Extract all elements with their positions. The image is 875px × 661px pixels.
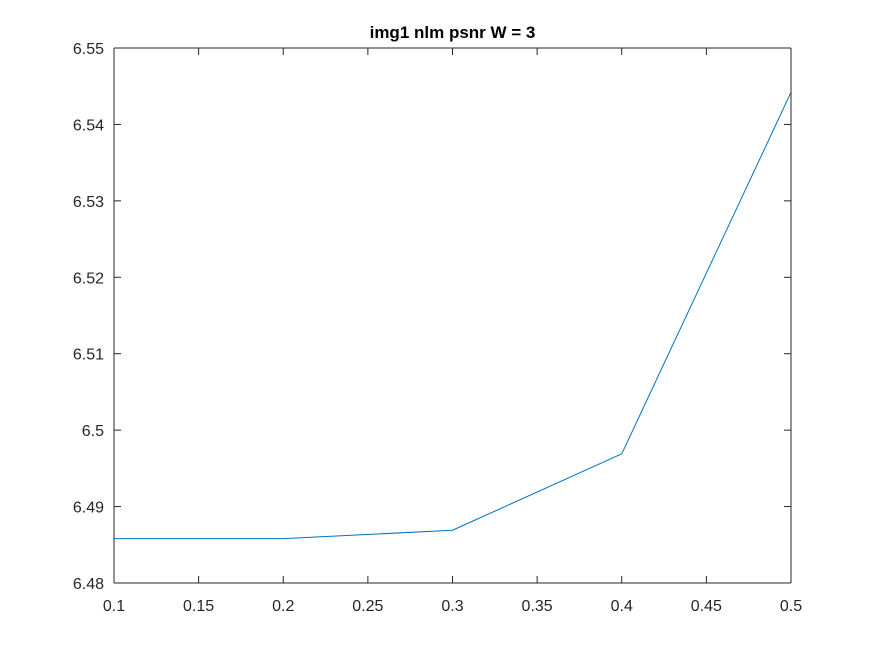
y-tick-label: 6.54 <box>73 117 104 134</box>
x-tick-label: 0.25 <box>352 598 383 615</box>
x-tick-label: 0.35 <box>522 598 553 615</box>
x-tick-label: 0.1 <box>103 598 125 615</box>
y-tick-label: 6.52 <box>73 270 104 287</box>
x-tick-label: 0.45 <box>691 598 722 615</box>
y-tick-label: 6.49 <box>73 500 104 517</box>
x-tick-label: 0.5 <box>780 598 802 615</box>
y-tick-label: 6.53 <box>73 194 104 211</box>
y-tick-label: 6.51 <box>73 347 104 364</box>
y-tick-label: 6.55 <box>73 41 104 58</box>
x-tick-label: 0.15 <box>183 598 214 615</box>
x-tick-label: 0.2 <box>272 598 294 615</box>
x-tick-label: 0.3 <box>441 598 463 615</box>
x-tick-label: 0.4 <box>611 598 633 615</box>
y-tick-label: 6.5 <box>82 423 104 440</box>
chart-title: img1 nlm psnr W = 3 <box>370 23 536 42</box>
plot-area <box>114 48 791 583</box>
y-tick-label: 6.48 <box>73 576 104 593</box>
